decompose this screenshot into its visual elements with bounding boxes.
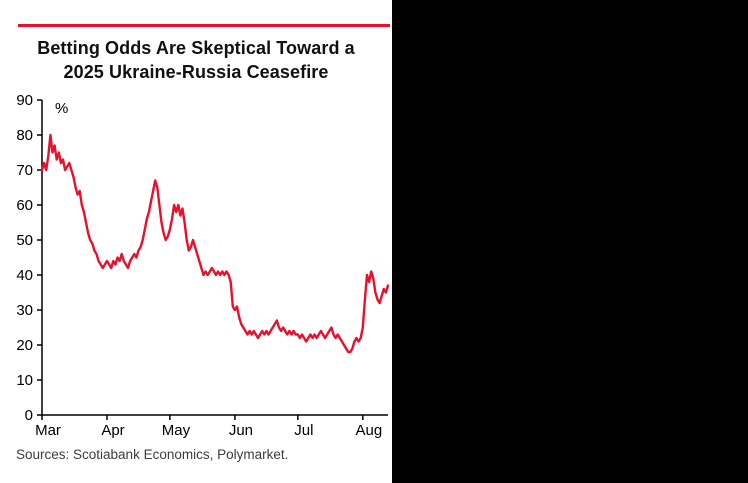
x-tick-label: May bbox=[162, 422, 191, 439]
y-tick-label: 80 bbox=[16, 127, 33, 144]
chart-panel: Betting Odds Are Skeptical Toward a 2025… bbox=[0, 24, 392, 462]
top-accent-rule bbox=[18, 24, 390, 27]
y-tick-label: 20 bbox=[16, 337, 33, 354]
y-axis-unit-label: % bbox=[55, 100, 68, 117]
y-tick-label: 90 bbox=[16, 92, 33, 109]
ceasefire-odds-line bbox=[40, 133, 390, 354]
x-tick-label: Mar bbox=[35, 422, 61, 439]
line-chart: 0 10 20 30 40 50 60 70 80 90 Mar Apr May Jun Jul Aug% bbox=[16, 92, 390, 439]
y-tick-label: 30 bbox=[16, 302, 33, 319]
x-tick-label: Jun bbox=[229, 422, 253, 439]
sources-note: Sources: Scotiabank Economics, Polymarke… bbox=[16, 447, 289, 462]
chart-title-line2: 2025 Ukraine-Russia Ceasefire bbox=[63, 62, 329, 83]
x-tick-label: Jul bbox=[294, 422, 313, 439]
x-tick-label: Apr bbox=[101, 422, 124, 439]
y-tick-label: 60 bbox=[16, 197, 33, 214]
chart-title: Betting Odds Are Skeptical Toward a 2025… bbox=[0, 36, 392, 85]
y-tick-label: 70 bbox=[16, 162, 33, 179]
right-black-area bbox=[392, 0, 748, 483]
y-tick-label: 40 bbox=[16, 267, 33, 284]
chart-title-line1: Betting Odds Are Skeptical Toward a bbox=[37, 38, 355, 58]
y-tick-label: 0 bbox=[25, 407, 33, 424]
y-tick-label: 10 bbox=[16, 372, 33, 389]
x-tick-label: Aug bbox=[355, 422, 382, 439]
y-tick-label: 50 bbox=[16, 232, 33, 249]
